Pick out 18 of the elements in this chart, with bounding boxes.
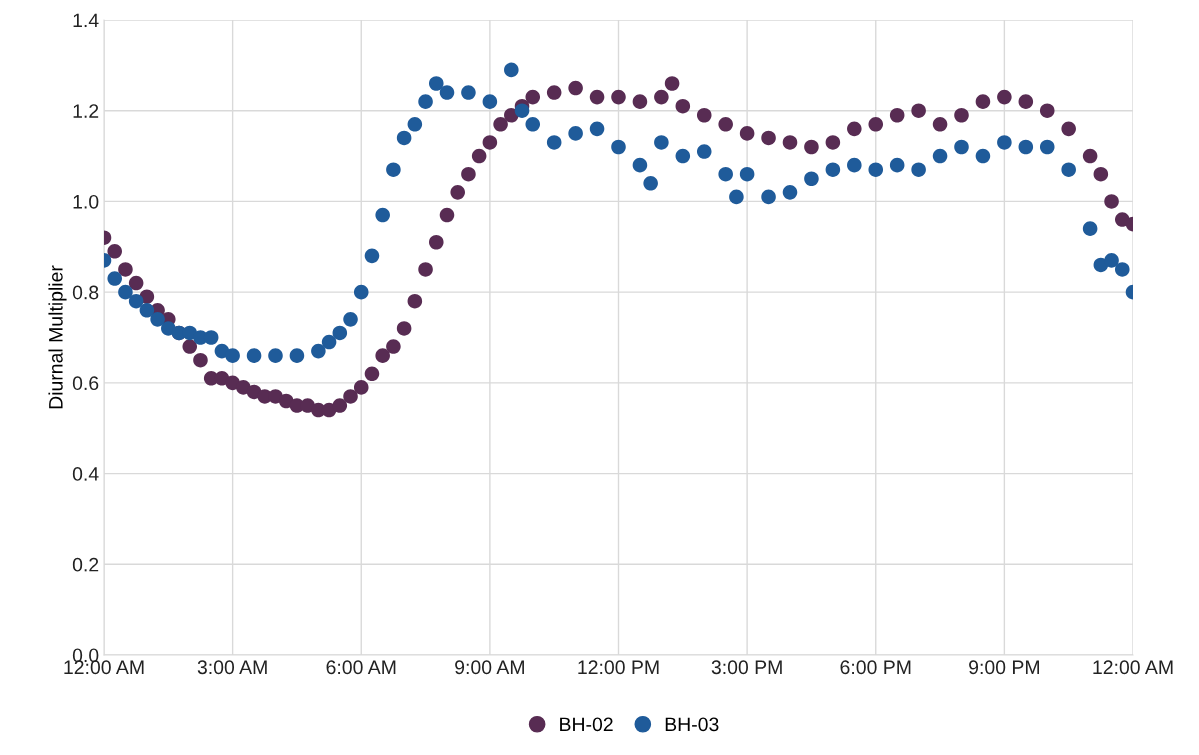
legend-label: BH-02 [560, 717, 613, 732]
x-tick-label: 6:00 AM [326, 660, 396, 675]
x-tick-label: 9:00 AM [455, 660, 524, 675]
y-axis-title: Diurnal Multiplier [48, 265, 67, 409]
y-tick-label: 0.2 [72, 557, 99, 572]
legend-label: BH-03 [665, 717, 719, 732]
y-tick-label: 0.6 [72, 376, 99, 391]
x-tick-label: 3:00 PM [711, 660, 782, 675]
x-tick-label: 6:00 PM [840, 660, 911, 675]
x-tick-label: 12:00 AM [1093, 660, 1173, 675]
y-tick-label: 1.2 [73, 104, 99, 118]
x-tick-label: 9:00 PM [969, 660, 1039, 675]
y-tick-label: 0.4 [72, 467, 99, 481]
x-tick-label: 12:00 PM [578, 660, 659, 675]
y-tick-label: 1.4 [73, 13, 99, 28]
x-tick-label: 3:00 AM [197, 660, 267, 675]
y-tick-label: 1.0 [73, 194, 99, 209]
y-tick-label: 0.8 [72, 285, 99, 300]
